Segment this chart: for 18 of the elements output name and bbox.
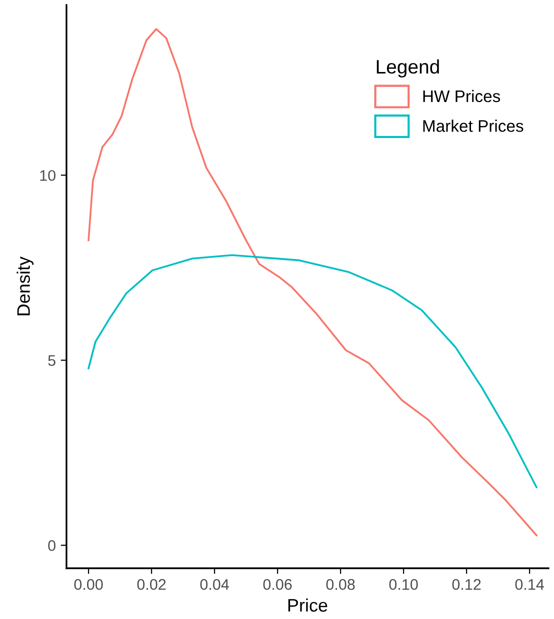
x-tick-label: 0.04 (200, 579, 229, 590)
y-tick-label: 10 (40, 170, 56, 181)
x-tick-label: 0.00 (74, 579, 103, 590)
x-tick-label: 0.08 (326, 579, 355, 590)
x-tick-label: 0.02 (137, 579, 166, 590)
y-tick-label: 5 (48, 355, 56, 366)
line-series (88, 254, 538, 488)
x-tick-label: 0.12 (452, 579, 481, 590)
x-tick-label: 0.06 (263, 579, 292, 590)
y-axis-title: Density (16, 256, 34, 316)
legend-label: Market Prices (423, 120, 524, 132)
line-series (88, 28, 538, 536)
x-axis-title: Price (288, 598, 328, 612)
legend-title: Legend (376, 59, 439, 78)
x-tick-label: 0.14 (515, 579, 544, 590)
x-tick-label: 0.10 (389, 579, 418, 590)
legend-label: HW Prices (423, 90, 500, 102)
y-tick-label: 0 (48, 540, 56, 551)
